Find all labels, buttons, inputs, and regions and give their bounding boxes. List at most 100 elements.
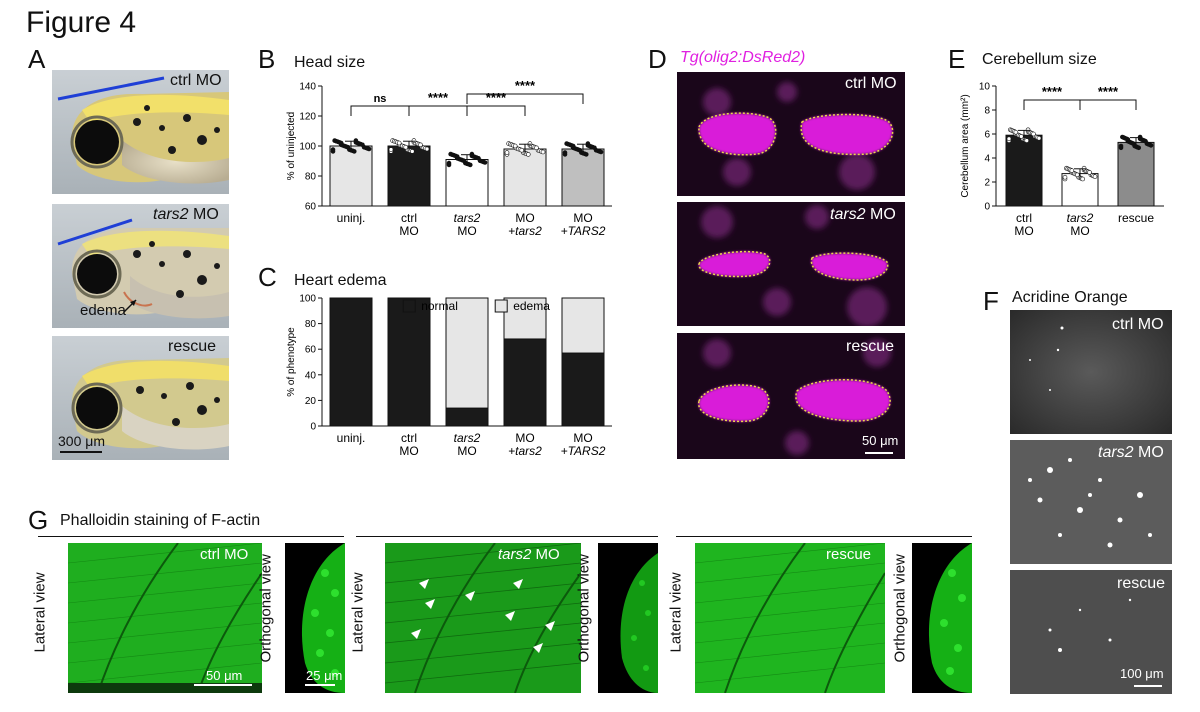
lateral-view-label-1: Lateral view bbox=[31, 572, 49, 653]
chart-e-y-tick-label: 10 bbox=[979, 82, 991, 93]
chart-b-data-point bbox=[388, 147, 394, 152]
acridine-image-tars2 bbox=[1010, 440, 1172, 564]
chart-b-y-tick-label: 140 bbox=[299, 82, 316, 93]
chart-e-data-point bbox=[1130, 141, 1136, 146]
panel-f-label-rescue: rescue bbox=[1117, 575, 1166, 592]
orthogonal-view-label-2: Orthogonal view bbox=[575, 554, 593, 663]
chart-e-bar bbox=[1005, 134, 1043, 207]
panel-d-scale-label: 50 μm bbox=[862, 433, 899, 448]
chart-c-bar-normal bbox=[329, 297, 373, 427]
panel-g-scale-lateral: 50 μm bbox=[206, 668, 243, 683]
chart-e-data-point bbox=[1143, 138, 1148, 144]
chart-c-category-label: tars2 MO bbox=[454, 431, 481, 458]
panel-label-f: F bbox=[983, 286, 999, 316]
chart-c-title: Heart edema bbox=[294, 272, 387, 289]
chart-e-sig-bracket bbox=[1079, 99, 1137, 110]
chart-e-y-axis-label: Cerebellum area (mm²) bbox=[960, 94, 971, 197]
chart-b-data-point bbox=[366, 146, 372, 152]
panel-d-label-ctrl: ctrl MO bbox=[845, 75, 897, 92]
chart-b-data-point bbox=[424, 146, 430, 152]
chart-b-bar bbox=[387, 145, 431, 207]
chart-e-category-label: rescue bbox=[1118, 211, 1154, 225]
chart-e-category-label: ctrl MO bbox=[1014, 211, 1033, 238]
chart-b-data-point bbox=[330, 147, 336, 152]
panel-g-divider-3 bbox=[676, 536, 972, 537]
chart-c-bar-edema bbox=[503, 297, 547, 340]
chart-c-category-label: MO +TARS2 bbox=[561, 431, 606, 458]
chart-c-legend-label: edema bbox=[513, 299, 550, 313]
chart-b-data-point bbox=[461, 158, 467, 163]
chart-b-sig-bracket bbox=[466, 105, 526, 116]
chart-b-data-point bbox=[469, 151, 475, 157]
chart-c-y-tick-label: 60 bbox=[305, 345, 317, 356]
panel-a-label-rescue: rescue bbox=[168, 338, 217, 355]
chart-e-data-point bbox=[1092, 174, 1098, 179]
chart-b-category-label: MO +TARS2 bbox=[561, 211, 606, 238]
chart-b-category-label: MO +tars2 bbox=[508, 211, 542, 238]
chart-b-bar bbox=[561, 148, 605, 207]
chart-c-y-axis-label: % of phenotype bbox=[286, 327, 297, 397]
panel-a-label-tars2: tars2 MO bbox=[153, 206, 219, 223]
phalloidin-orthogonal-rescue bbox=[912, 543, 972, 693]
phalloidin-lateral-rescue bbox=[695, 543, 885, 693]
chart-b-data-point bbox=[454, 154, 460, 159]
chart-e-y-tick-label: 4 bbox=[984, 154, 990, 165]
panel-g-label-tars2: tars2 MO bbox=[498, 546, 560, 563]
chart-b-data-point bbox=[411, 138, 417, 143]
chart-b-data-point bbox=[504, 150, 510, 155]
chart-e-y-tick-label: 6 bbox=[984, 130, 990, 141]
panel-label-b: B bbox=[258, 44, 276, 74]
chart-e-data-point bbox=[1081, 165, 1087, 171]
chart-b-data-point bbox=[534, 145, 539, 151]
chart-b-y-tick-label: 80 bbox=[305, 172, 317, 183]
orthogonal-view-label-3: Orthogonal view bbox=[891, 554, 909, 663]
chart-b-data-point bbox=[476, 156, 481, 161]
panel-f-title: Acridine Orange bbox=[1012, 289, 1128, 306]
chart-c-bar-normal bbox=[445, 407, 489, 427]
panel-d-title: Tg(olig2:DsRed2) bbox=[680, 49, 806, 66]
chart-b-data-point bbox=[570, 143, 576, 149]
acridine-image-rescue bbox=[1010, 570, 1172, 694]
panel-f-scale-label: 100 μm bbox=[1120, 666, 1164, 681]
chart-b-data-point bbox=[585, 141, 591, 146]
chart-b-sig-bracket bbox=[466, 93, 584, 104]
chart-b-y-tick-label: 120 bbox=[299, 112, 316, 123]
chart-b-data-point bbox=[482, 160, 488, 165]
chart-e-bar bbox=[1117, 141, 1155, 207]
larva-image-ctrl bbox=[52, 70, 229, 194]
chart-b-bar bbox=[503, 148, 547, 207]
olig2-image-rescue bbox=[677, 333, 905, 459]
chart-b-data-point bbox=[562, 150, 568, 155]
chart-b-data-point bbox=[512, 143, 518, 149]
acridine-image-ctrl bbox=[1010, 310, 1172, 434]
lateral-view-label-3: Lateral view bbox=[667, 572, 685, 653]
chart-e-data-point bbox=[1069, 168, 1075, 173]
chart-b-data-point bbox=[598, 149, 604, 155]
lateral-view-label-2: Lateral view bbox=[349, 572, 367, 653]
panel-g-divider-2 bbox=[356, 536, 658, 537]
chart-c-legend-swatch bbox=[494, 299, 508, 313]
panel-a-scale-label: 300 μm bbox=[58, 433, 105, 449]
chart-e-y-tick-label: 0 bbox=[984, 202, 990, 213]
chart-b-category-label: uninj. bbox=[337, 211, 366, 225]
chart-b-bar bbox=[329, 145, 373, 207]
panel-a-label-ctrl: ctrl MO bbox=[170, 72, 222, 89]
orthogonal-view-label-1: Orthogonal view bbox=[257, 554, 275, 663]
olig2-image-tars2 bbox=[677, 202, 905, 326]
chart-e-sig-label: **** bbox=[1098, 84, 1119, 99]
chart-e-category-label: tars2 MO bbox=[1067, 211, 1094, 238]
chart-b-data-point bbox=[540, 149, 546, 155]
chart-e-data-point bbox=[1036, 135, 1042, 141]
chart-b-sig-label: **** bbox=[428, 90, 449, 105]
chart-e-data-point bbox=[1006, 136, 1012, 142]
chart-b-category-label: tars2 MO bbox=[454, 211, 481, 238]
chart-c-y-tick-label: 20 bbox=[305, 396, 317, 407]
edema-label: edema bbox=[80, 302, 126, 319]
chart-c-category-label: MO +tars2 bbox=[508, 431, 542, 458]
chart-b-data-point bbox=[338, 140, 344, 146]
phalloidin-orthogonal-ctrl bbox=[285, 543, 345, 693]
panel-label-e: E bbox=[948, 44, 966, 74]
phalloidin-lateral-tars2 bbox=[385, 543, 581, 693]
chart-c-bar-normal bbox=[387, 297, 431, 427]
chart-c: 0 20 40 60 80 100 % of phenotype normal edema uni… bbox=[286, 294, 612, 458]
